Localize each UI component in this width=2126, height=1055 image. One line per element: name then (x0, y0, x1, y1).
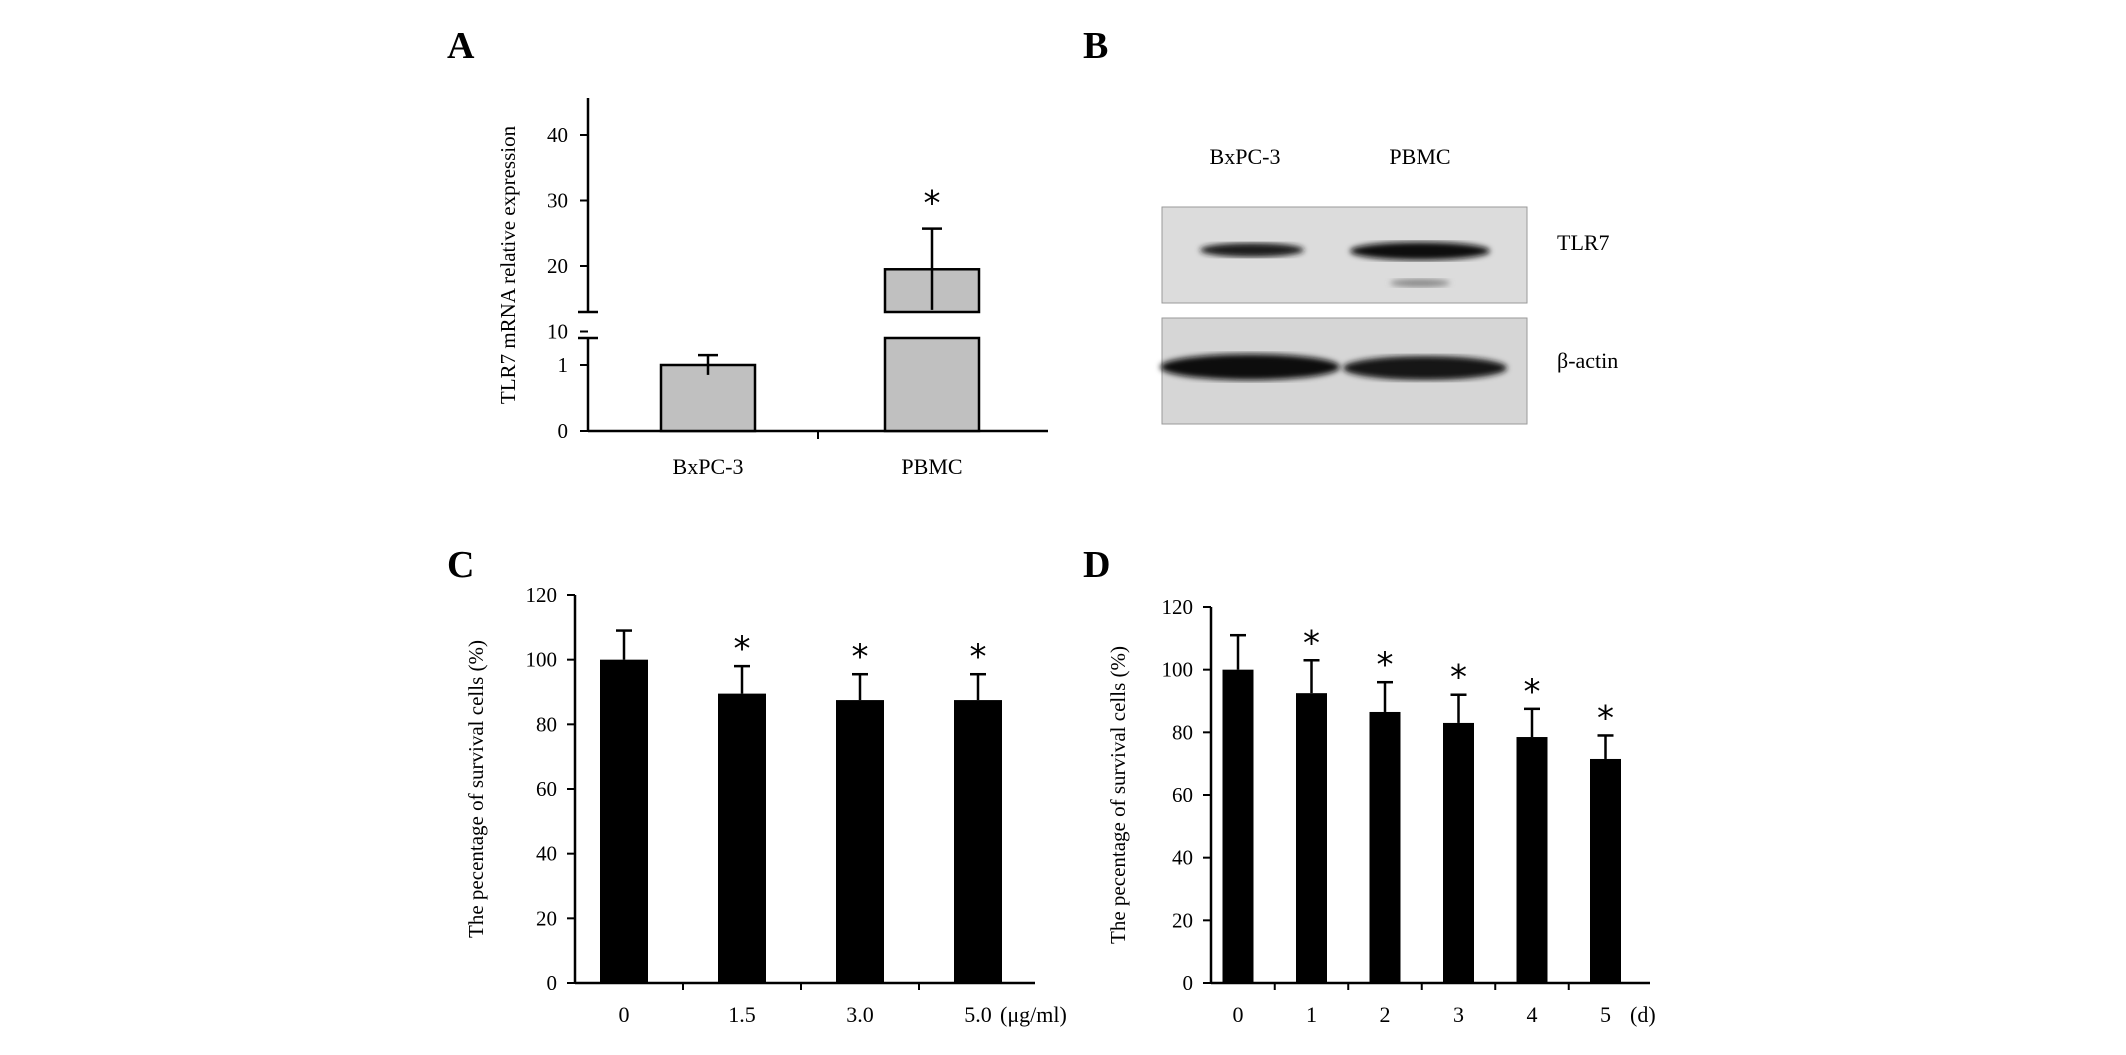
x-tick-label: 1 (1306, 1002, 1317, 1027)
panel-letter-a: A (447, 25, 475, 67)
band-tlr7-bxpc3 (1200, 243, 1304, 257)
bar (1443, 722, 1474, 983)
x-tick-label: 2 (1380, 1002, 1391, 1027)
panel-letter-d: D (1083, 544, 1110, 586)
y-axis-title: The pecentage of survival cells (%) (464, 640, 488, 938)
x-tick-label: 5 (1600, 1002, 1611, 1027)
significance-star: * (1450, 658, 1467, 698)
y-tick-label: 120 (1162, 595, 1194, 619)
band-beta-actin-pbmc (1343, 356, 1507, 380)
band-beta-actin-bxpc3 (1160, 354, 1340, 380)
significance-star: * (852, 637, 869, 677)
western-blot: BxPC-3 PBMC TLR7 β-actin (1160, 144, 1618, 425)
x-tick-label: 3.0 (846, 1002, 874, 1027)
x-unit-label: (μg/ml) (1000, 1002, 1067, 1027)
chart-d: 0 20 40 60 80 100 120 0 * 1 * 2 * 3 * 4 * 5 (d) The pecenta… (1106, 595, 1656, 1027)
y-tick-label: 80 (1172, 720, 1193, 744)
bar (954, 700, 1002, 983)
chart-a: 0 1 10 20 30 40 * BxPC-3 PBMC TLR7 mRNA relative … (496, 98, 1048, 479)
significance-star: * (1377, 645, 1394, 685)
bar (1222, 669, 1254, 983)
y-tick-label: 60 (536, 777, 557, 801)
blot-lane-label-bxpc3: BxPC-3 (1210, 144, 1281, 169)
x-tick-label: 4 (1527, 1002, 1538, 1027)
panel-letter-b: B (1083, 25, 1108, 67)
y-tick-label: 0 (558, 419, 569, 443)
chart-c: 0 20 40 60 80 100 120 0 * 1.5 * 3.0 * 5.0 (μg/ml) The p… (464, 583, 1067, 1027)
band-tlr7-pbmc (1350, 242, 1490, 260)
significance-star: * (1524, 672, 1541, 712)
bar (718, 693, 766, 983)
x-tick-label: 5.0 (964, 1002, 992, 1027)
y-tick-label: 20 (547, 254, 568, 278)
x-tick-label: PBMC (901, 454, 962, 479)
blot-band-label-tlr7: TLR7 (1557, 230, 1610, 255)
significance-star: * (734, 629, 751, 669)
significance-star: * (924, 184, 941, 224)
y-tick-label: 60 (1172, 783, 1193, 807)
x-unit-label: (d) (1630, 1002, 1656, 1027)
bar (659, 363, 757, 433)
band-tlr7-pbmc-faint (1390, 279, 1450, 287)
y-tick-label: 100 (526, 648, 558, 672)
y-axis-title: The pecentage of survival cells (%) (1106, 646, 1130, 944)
x-tick-label: 1.5 (728, 1002, 756, 1027)
bar (600, 659, 648, 983)
significance-star: * (1597, 698, 1614, 738)
x-tick-label: 0 (1233, 1002, 1244, 1027)
bar (1369, 711, 1401, 983)
y-tick-label: 0 (547, 971, 558, 995)
x-tick-label: 0 (619, 1002, 630, 1027)
bar (836, 700, 884, 983)
y-tick-label: 120 (526, 583, 558, 607)
y-tick-label: 100 (1162, 658, 1194, 682)
bar (1590, 758, 1621, 983)
panel-letter-c: C (447, 544, 474, 586)
blot-lane-label-pbmc: PBMC (1389, 144, 1450, 169)
significance-star: * (1303, 623, 1320, 663)
bar-lower-part (883, 336, 981, 433)
blot-band-label-beta-actin: β-actin (1557, 348, 1618, 373)
y-tick-label: 10 (547, 320, 568, 344)
y-tick-label: 40 (536, 842, 557, 866)
x-tick-label: BxPC-3 (673, 454, 744, 479)
x-tick-label: 3 (1453, 1002, 1464, 1027)
y-tick-label: 0 (1183, 971, 1194, 995)
y-tick-label: 30 (547, 189, 568, 213)
bar (1516, 737, 1548, 983)
y-tick-label: 80 (536, 712, 557, 736)
y-tick-label: 1 (558, 353, 569, 377)
y-axis-title: TLR7 mRNA relative expression (496, 125, 520, 404)
y-tick-label: 20 (536, 906, 557, 930)
bar (1296, 693, 1327, 983)
y-tick-label: 40 (547, 123, 568, 147)
significance-star: * (970, 637, 987, 677)
y-tick-label: 40 (1172, 846, 1193, 870)
y-tick-label: 20 (1172, 908, 1193, 932)
